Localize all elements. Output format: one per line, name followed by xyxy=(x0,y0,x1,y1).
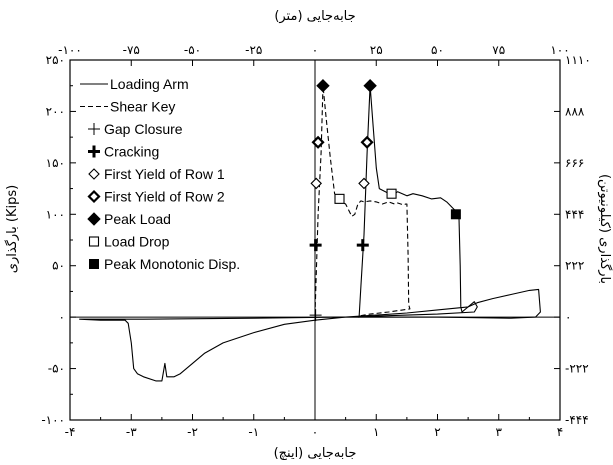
y-right-tick-label: -۲۲۲ xyxy=(565,362,589,376)
legend-swatch-peak-monotonic-disp xyxy=(89,259,99,269)
marker-first-yield-of-row-2-shape xyxy=(360,135,374,149)
legend-label-cracking: Cracking xyxy=(104,144,159,160)
x-bottom-tick-label: ۰ xyxy=(312,425,318,439)
x-top-tick-label: ۰ xyxy=(312,43,318,57)
x-top-tick-label: -۱۰۰ xyxy=(58,43,82,57)
legend-label-peak-monotonic-disp: Peak Monotonic Disp. xyxy=(104,256,240,272)
y-left-tick-label: ۱۵۰ xyxy=(46,156,65,170)
x-top-tick-label: ۵۰ xyxy=(431,43,444,57)
legend-swatch-load-drop xyxy=(88,236,100,247)
x-top-tick-label: ۱۰۰ xyxy=(550,43,569,57)
legend-label-first-yield-of-row-2: First Yield of Row 2 xyxy=(104,189,225,205)
marker-peak-load xyxy=(363,79,377,93)
y-right-tick-label: ۲۲۲ xyxy=(565,259,584,273)
marker-first-yield-of-row-2-shape xyxy=(311,135,325,149)
x-bottom-tick-label: -۱ xyxy=(248,425,259,439)
x-bottom-tick-label: -۴ xyxy=(65,425,76,439)
marker-load-drop xyxy=(334,193,345,204)
y-left-tick-label: -۵۰ xyxy=(48,362,65,376)
marker-peak-load-shape xyxy=(316,79,330,93)
x-bottom-tick-label: ۴ xyxy=(557,425,563,439)
y-right-title: بارگذاری (کیلونیوتن) xyxy=(597,174,613,284)
legend: Loading Arm Shear Key Gap Closure Cracking F… xyxy=(80,76,240,272)
marker-first-yield-of-row-2 xyxy=(311,135,325,149)
y-right-tick-label: ۰ xyxy=(565,310,571,324)
y-right-tick-label: -۴۴۴ xyxy=(565,413,589,427)
y-right-tick-label: ۶۶۶ xyxy=(565,156,584,170)
legend-label-gap-closure: Gap Closure xyxy=(104,121,183,137)
y-right-tick-label: ۴۴۴ xyxy=(565,207,584,221)
legend-swatch-first-yield-of-row-1 xyxy=(88,168,100,180)
y-right-tick-label: ۸۸۸ xyxy=(565,104,585,118)
y-left-tick-label: ۱۰۰ xyxy=(46,207,65,221)
legend-swatch-cracking-shape xyxy=(88,145,100,158)
y-left-title: بارگذاری (Kips) xyxy=(4,185,20,273)
marker-peak-monotonic-disp-shape xyxy=(450,209,461,220)
legend-swatch-load-drop-shape xyxy=(88,236,100,247)
x-bottom-tick-label: ۳ xyxy=(496,425,503,439)
marker-gap-closure-shape xyxy=(309,309,322,322)
legend-label-loading-arm: Loading Arm xyxy=(110,76,189,92)
marker-first-yield-of-row-1-shape xyxy=(358,177,370,190)
marker-load-drop-shape xyxy=(386,188,397,199)
series-line-2-shear-key xyxy=(314,85,411,317)
x-top-tick-label: -۲۵ xyxy=(245,43,262,57)
x-top-title: جابه‌جایی (متر) xyxy=(274,9,355,24)
x-bottom-tick-label: ۱ xyxy=(373,425,379,439)
marker-load-drop xyxy=(386,188,397,199)
marker-cracking xyxy=(309,239,322,252)
marker-peak-load-shape xyxy=(363,79,377,93)
legend-label-peak-load: Peak Load xyxy=(104,211,171,227)
legend-swatch-gap-closure xyxy=(88,123,100,135)
legend-swatch-first-yield-of-row-2-shape xyxy=(87,189,101,204)
y-left-tick-label: ۰ xyxy=(59,310,65,324)
legend-label-shear-key: Shear Key xyxy=(110,99,175,115)
marker-first-yield-of-row-1-shape xyxy=(310,177,323,190)
x-bottom-tick-label: ۲ xyxy=(434,425,440,439)
marker-peak-load xyxy=(316,79,330,93)
marker-first-yield-of-row-2 xyxy=(360,135,374,149)
x-bottom-title: جابه‌جایی (اینچ) xyxy=(274,446,357,461)
legend-swatch-first-yield-of-row-1-shape xyxy=(88,168,100,180)
legend-swatch-peak-monotonic-disp-shape xyxy=(89,259,99,269)
series-line-0-loading-arm xyxy=(79,288,541,382)
x-bottom-tick-label: -۳ xyxy=(126,425,137,439)
legend-swatch-first-yield-of-row-2 xyxy=(87,189,101,204)
x-top-tick-label: ۲۵ xyxy=(370,43,383,57)
marker-cracking-shape xyxy=(356,239,369,252)
legend-swatch-gap-closure-shape xyxy=(88,123,100,135)
marker-load-drop-shape xyxy=(334,193,345,204)
marker-first-yield-of-row-1 xyxy=(358,177,370,190)
x-top-tick-label: -۷۵ xyxy=(123,43,140,57)
marker-cracking xyxy=(356,239,369,252)
marker-peak-monotonic-disp xyxy=(450,209,461,220)
x-top-tick-label: -۵۰ xyxy=(184,43,201,57)
x-bottom-tick-label: -۲ xyxy=(187,425,198,439)
legend-label-first-yield-of-row-1: First Yield of Row 1 xyxy=(104,166,225,182)
legend-label-load-drop: Load Drop xyxy=(104,234,170,250)
y-left-tick-label: ۵۰ xyxy=(52,259,65,273)
legend-swatch-peak-load xyxy=(87,212,101,226)
x-top-tick-label: ۷۵ xyxy=(492,43,505,57)
marker-gap-closure xyxy=(309,309,322,322)
legend-swatch-peak-load-shape xyxy=(87,212,101,226)
marker-first-yield-of-row-1 xyxy=(310,177,323,190)
legend-swatch-cracking xyxy=(88,145,100,158)
y-right-tick-label: ۱۱۱۰ xyxy=(565,53,591,67)
y-left-tick-label: ۲۰۰ xyxy=(46,104,65,118)
plot-area: -۴ -۳ -۲ -۱ ۰ ۱ ۲ ۳ ۴ -۱۰۰ -۷۵ -۵۰ -۲۵ ۰ ۲۵ ۵۰ ۷۵ ۱۰۰ -۱۰۰… xyxy=(41,43,590,439)
marker-cracking-shape xyxy=(309,239,322,252)
series-line-1-loading-arm xyxy=(357,85,478,318)
y-left-tick-label: -۱۰۰ xyxy=(41,413,65,427)
y-left-tick-label: ۲۵۰ xyxy=(46,53,65,67)
